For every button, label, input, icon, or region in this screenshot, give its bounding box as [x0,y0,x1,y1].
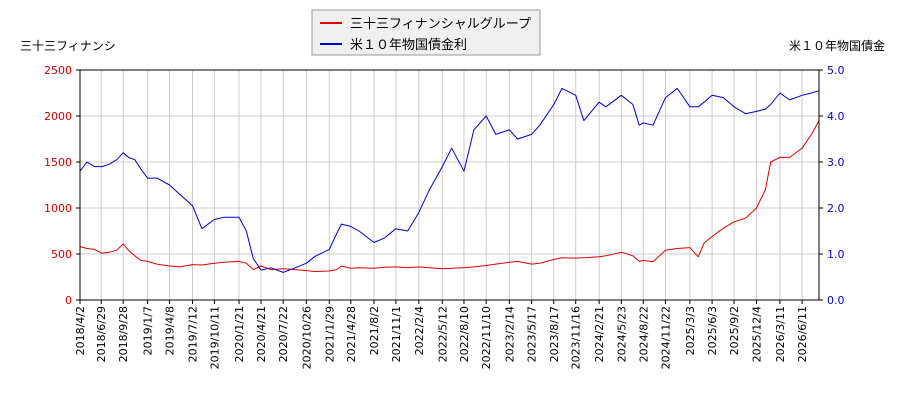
x-tick-label: 2019/10/11 [208,306,221,369]
right-tick-label: 4.0 [827,110,845,123]
right-tick-label: 0.0 [827,294,845,307]
x-tick-label: 2022/2/4 [413,306,426,355]
x-tick-label: 2026/3/11 [774,306,787,362]
series-layer [79,87,820,273]
left-tick-label: 1000 [44,202,72,215]
x-tick-label: 2021/8/2 [368,306,381,355]
left-tick-label: 1500 [44,156,72,169]
x-tick-label: 2019/7/12 [186,306,199,362]
x-tick-label: 2025/3/3 [684,306,697,355]
x-tick-label: 2025/12/4 [750,306,763,362]
plot-frame [79,69,820,301]
right-tick-label: 5.0 [827,64,845,77]
x-tick-label: 2022/8/10 [458,306,471,362]
x-tick-label: 2023/5/17 [526,306,539,362]
right-axis-title: 米１０年物国債金 [789,38,885,53]
x-tick-label: 2019/4/8 [164,306,177,355]
plot-area [80,70,819,300]
x-tick-label: 2024/2/21 [593,306,606,362]
right-tick-label: 3.0 [827,156,845,169]
x-tick-label: 2022/11/10 [480,306,493,369]
x-tick-label: 2021/1/29 [323,306,336,362]
left-tick-label: 2500 [44,64,72,77]
x-tick-label: 2023/8/17 [548,306,561,362]
legend-label-0: 三十三フィナンシャルグループ [350,17,531,32]
left-axis-title: 三十三フィナンシ [20,39,116,53]
left-tick-label: 2000 [44,110,72,123]
x-tick-label: 2020/4/21 [255,306,268,362]
x-tick-label: 2023/2/14 [503,306,516,362]
right-tick-label: 1.0 [827,248,845,261]
left-tick-label: 500 [51,248,72,261]
legend: 三十三フィナンシャルグループ 米１０年物国債金利 [311,9,541,56]
x-tick-label: 2022/5/12 [436,306,449,362]
x-tick-label: 2021/4/28 [345,306,358,362]
legend-box [311,9,541,56]
x-tick-label: 2019/1/7 [142,306,155,355]
x-tick-label: 2018/6/29 [95,306,108,362]
x-tick-label: 2020/1/21 [233,306,246,362]
x-tick-label: 2023/11/16 [570,306,583,369]
x-tick-label: 2025/6/3 [706,306,719,355]
x-tick-label: 2024/8/22 [637,306,650,362]
legend-label-1: 米１０年物国債金利 [350,37,467,53]
series-line-1 [79,87,820,273]
series-line-0 [79,120,820,272]
x-tick-label: 2026/6/11 [796,306,809,362]
x-tick-label: 2018/4/2 [74,306,87,355]
x-tick-label: 2020/10/26 [300,306,313,369]
x-tick-label: 2024/5/23 [615,306,628,362]
right-tick-label: 2.0 [827,202,845,215]
x-tick-label: 2025/9/2 [728,306,741,355]
left-tick-label: 0 [65,294,72,307]
left-axis: 0 500 1000 1500 2000 2500 [44,64,80,307]
x-tick-label: 2021/11/1 [390,306,403,362]
x-tick-label: 2024/11/22 [660,306,673,369]
x-axis: 2018/4/2 2018/6/29 2018/9/28 2019/1/7 2019/4… [74,300,809,369]
x-tick-label: 2018/9/28 [117,306,130,362]
right-axis: 0.0 1.0 2.0 3.0 4.0 5.0 [819,64,845,307]
x-tick-label: 2020/7/22 [277,306,290,362]
